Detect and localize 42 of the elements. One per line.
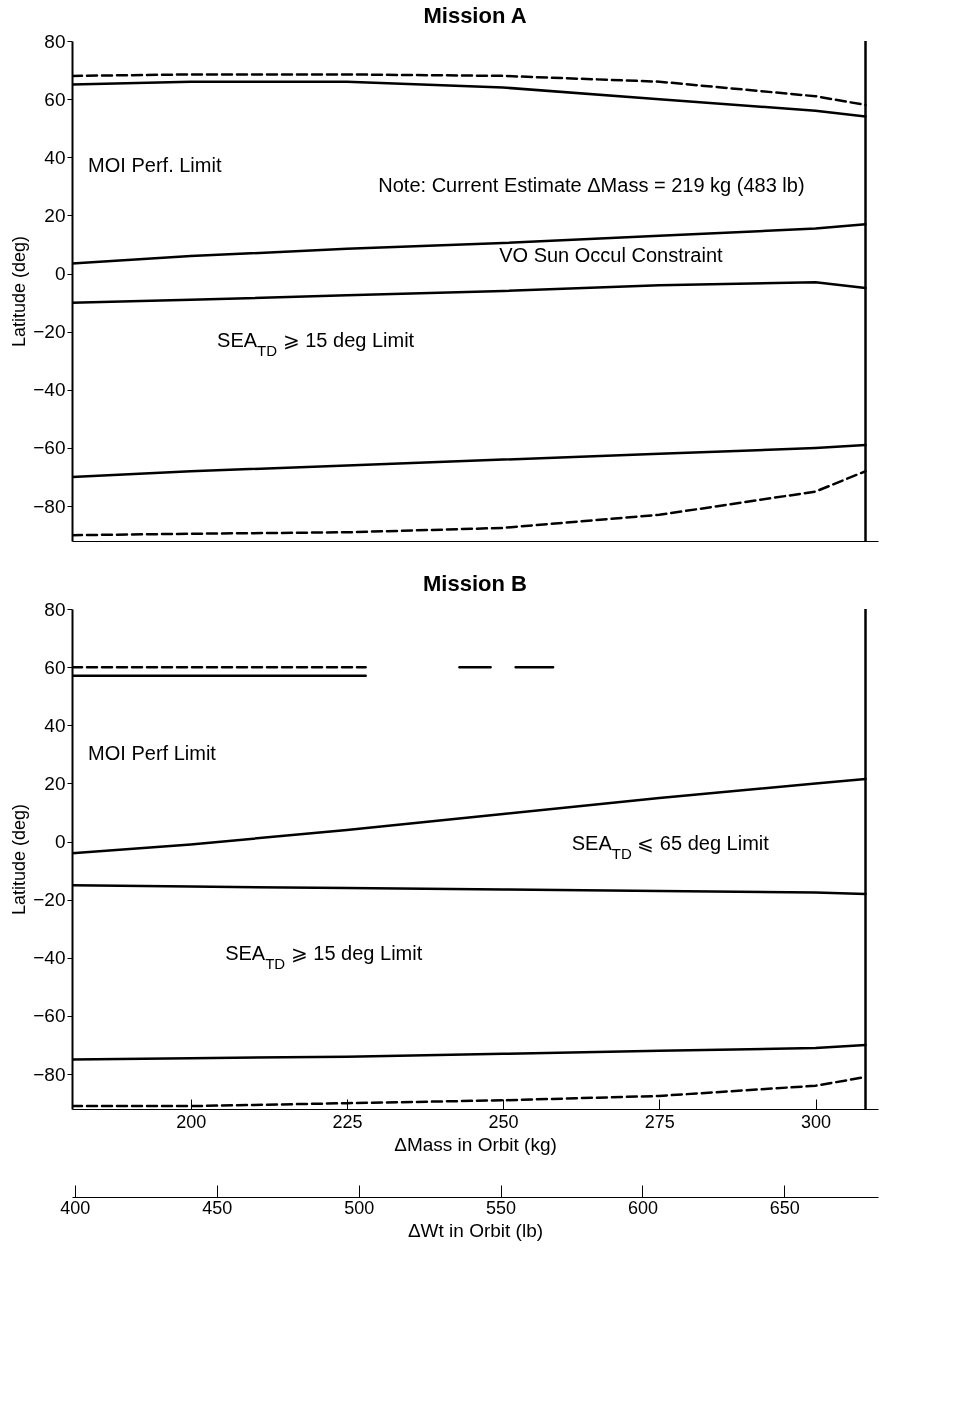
- annotation: MOI Perf. Limit: [88, 154, 222, 176]
- annotation: MOI Perf Limit: [88, 742, 217, 764]
- y-tick-label: −20: [33, 321, 66, 343]
- x-tick-label: 250: [488, 1111, 519, 1132]
- y-tick-label: 20: [44, 204, 66, 226]
- y-tick-label: −60: [33, 437, 66, 459]
- y-tick-label: 40: [44, 714, 66, 736]
- y-tick-label: 60: [44, 656, 66, 678]
- y-tick-label: 60: [44, 88, 66, 110]
- x-tick-label: 275: [644, 1111, 675, 1132]
- y-tick-label: −40: [33, 947, 66, 969]
- annotation: SEA$_{TD}$ ⩾ 15 deg Limit: [225, 942, 423, 972]
- y-tick-label: 80: [44, 598, 66, 620]
- annotation: VO Sun Occul Constraint: [499, 244, 724, 266]
- chart-title: Mission B: [423, 571, 527, 596]
- y-tick-label: −80: [33, 495, 66, 517]
- x-tick-label: 200: [176, 1111, 207, 1132]
- y-axis-title: Latitude (deg): [9, 235, 30, 348]
- annotation: SEA$_{TD}$ ⩽ 65 deg Limit: [571, 832, 770, 862]
- x2-tick-label: 450: [202, 1197, 233, 1218]
- y-tick-label: −60: [33, 1005, 66, 1027]
- x2-tick-label: 550: [486, 1197, 517, 1218]
- y-tick-label: −40: [33, 379, 66, 401]
- x2-tick-label: 650: [769, 1197, 800, 1218]
- y-tick-label: 40: [44, 146, 66, 168]
- annotation: SEA$_{TD}$ ⩾ 15 deg Limit: [217, 329, 415, 359]
- x2-tick-label: 400: [60, 1197, 91, 1218]
- chart-title: Mission A: [423, 3, 527, 28]
- x-tick-label: 300: [801, 1111, 832, 1132]
- annotation: Note: Current Estimate ΔMass = 219 kg (483 lb): [378, 174, 805, 196]
- y-tick-label: 20: [44, 772, 66, 794]
- x-axis-title: ΔMass in Orbit (kg): [394, 1133, 557, 1155]
- y-tick-label: 80: [44, 30, 66, 52]
- x2-tick-label: 600: [627, 1197, 658, 1218]
- y-tick-label: 0: [54, 831, 66, 853]
- y-tick-label: −20: [33, 889, 66, 911]
- x2-tick-label: 500: [344, 1197, 375, 1218]
- y-tick-label: −80: [33, 1063, 66, 1085]
- y-axis-title: Latitude (deg): [9, 803, 30, 916]
- x2-axis-title: ΔWt in Orbit (lb): [407, 1219, 544, 1241]
- x-tick-label: 225: [332, 1111, 363, 1132]
- y-tick-label: 0: [54, 263, 66, 285]
